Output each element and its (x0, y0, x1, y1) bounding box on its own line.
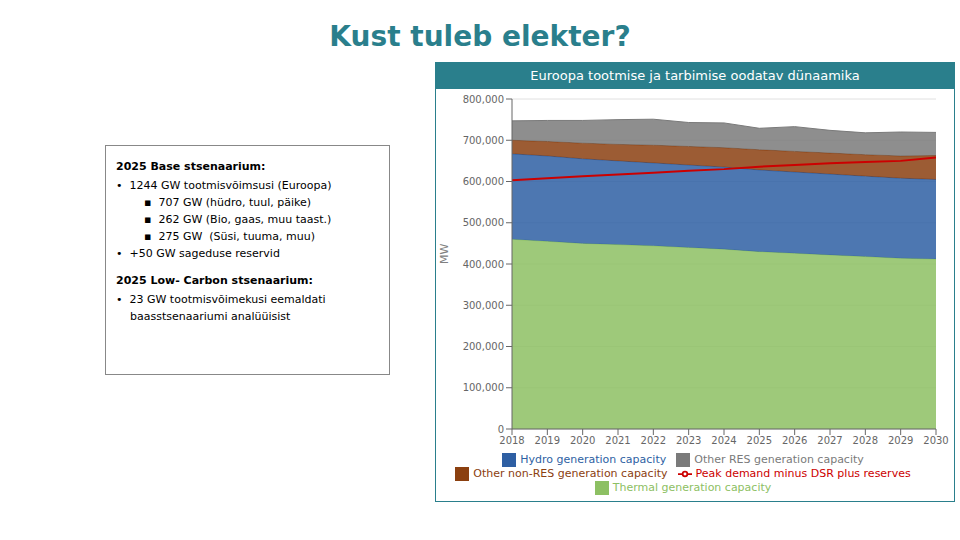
svg-text:2020: 2020 (570, 435, 595, 446)
html-text:2025 Base stsenaarium:: 2025 Base stsenaarium: (116, 160, 266, 173)
html-text:baasstsenaariumi analüüisist: baasstsenaariumi analüüisist (116, 310, 291, 323)
svg-text:2022: 2022 (641, 435, 666, 446)
svg-text:MW: MW (438, 244, 451, 264)
svg-text:2024: 2024 (711, 435, 736, 446)
svg-text:2029: 2029 (888, 435, 913, 446)
html-text:• 1244 GW tootmisvõimsusi (Eur: • 1244 GW tootmisvõimsusi (Euroopa) (116, 179, 332, 192)
svg-text:0: 0 (498, 424, 504, 435)
html-text:Peak demand minus DSR plus res: Peak demand minus DSR plus reserves (695, 467, 911, 480)
html-text:• 23 GW tootmisvõimekusi eemal: • 23 GW tootmisvõimekusi eemaldati (116, 293, 326, 306)
svg-text:500,000: 500,000 (463, 217, 504, 228)
html-text:Other RES generation capacity: Other RES generation capacity (694, 453, 864, 466)
svg-text:300,000: 300,000 (463, 300, 504, 311)
html-text:Hydro generation capacity: Hydro generation capacity (520, 453, 667, 466)
svg-text:400,000: 400,000 (463, 259, 504, 270)
html-text:Euroopa tootmise ja tarbimise: Euroopa tootmise ja tarbimise oodatav dü… (530, 68, 860, 83)
html-text:Thermal generation capacity: Thermal generation capacity (612, 481, 772, 494)
svg-text:2028: 2028 (853, 435, 878, 446)
svg-text:200,000: 200,000 (463, 341, 504, 352)
svg-text:2030: 2030 (923, 435, 948, 446)
svg-text:2025: 2025 (747, 435, 772, 446)
svg-text:700,000: 700,000 (463, 135, 504, 146)
html-text:▪ 275 GW (Süsi, tuuma, muu): ▪ 275 GW (Süsi, tuuma, muu) (116, 230, 315, 243)
html-text:Kust tuleb elekter?: Kust tuleb elekter? (329, 20, 631, 53)
html-text:• +50 GW sageduse reservid: • +50 GW sageduse reservid (116, 247, 280, 260)
svg-text:2023: 2023 (676, 435, 701, 446)
svg-text:2018: 2018 (499, 435, 524, 446)
svg-text:100,000: 100,000 (463, 382, 504, 393)
svg-text:800,000: 800,000 (463, 94, 504, 105)
html-text:▪ 262 GW (Bio, gaas, muu taast: ▪ 262 GW (Bio, gaas, muu taast.) (116, 213, 332, 226)
svg-text:2026: 2026 (782, 435, 807, 446)
html-text:▪ 707 GW (hüdro, tuul, päike): ▪ 707 GW (hüdro, tuul, päike) (116, 196, 312, 209)
html-text:Other non-RES generation capac: Other non-RES generation capacity (473, 467, 668, 480)
svg-text:2027: 2027 (817, 435, 842, 446)
html-text:2025 Low- Carbon stsenaarium:: 2025 Low- Carbon stsenaarium: (116, 274, 313, 287)
svg-text:2019: 2019 (535, 435, 560, 446)
svg-text:600,000: 600,000 (463, 176, 504, 187)
svg-text:2021: 2021 (605, 435, 630, 446)
